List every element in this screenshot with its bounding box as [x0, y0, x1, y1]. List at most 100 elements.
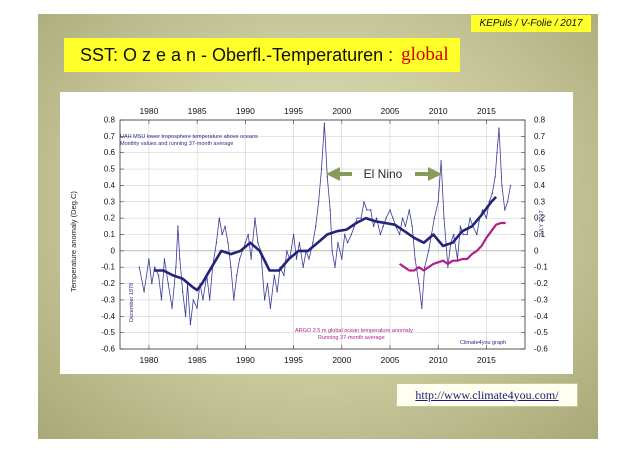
- data-point: [320, 168, 323, 170]
- data-point: [494, 176, 496, 178]
- data-point: [485, 217, 488, 219]
- x-tick-label: 2015: [477, 355, 496, 365]
- data-point: [440, 160, 442, 162]
- x-tick-label-top: 2000: [332, 106, 351, 116]
- x-tick-label-top: 1990: [236, 106, 255, 116]
- data-point: [286, 250, 288, 252]
- data-point: [254, 217, 256, 219]
- data-point: [315, 225, 317, 228]
- data-point: [257, 241, 259, 244]
- y-tick-label-right: 0.1: [534, 230, 546, 239]
- data-point: [370, 209, 372, 211]
- data-point: [408, 209, 410, 211]
- source-link[interactable]: http://www.climate4you.com/: [415, 387, 559, 402]
- data-point: [192, 299, 194, 301]
- data-point: [481, 209, 484, 211]
- data-point: [302, 266, 304, 268]
- data-point: [266, 282, 269, 285]
- data-point: [496, 152, 498, 154]
- data-point: [283, 274, 285, 277]
- data-point: [372, 225, 375, 228]
- x-tick-label-top: 2005: [381, 106, 400, 116]
- data-point: [143, 291, 145, 293]
- data-point: [375, 217, 378, 219]
- data-point: [343, 233, 346, 236]
- data-point: [326, 176, 329, 178]
- data-point: [476, 233, 478, 236]
- series-line-2: [398, 221, 506, 272]
- y-tick-label: -0.1: [101, 263, 115, 272]
- x-tick-label: 2005: [381, 355, 400, 365]
- data-point: [276, 291, 278, 293]
- data-point: [227, 241, 229, 244]
- data-point: [250, 258, 252, 260]
- y-tick-label: 0.3: [104, 197, 116, 206]
- data-point: [363, 201, 365, 203]
- data-point: [233, 299, 235, 301]
- data-point: [433, 217, 436, 219]
- y-tick-label-right: -0.5: [534, 328, 548, 337]
- x-tick-label-top: 1985: [188, 106, 207, 116]
- y-tick-label-right: 0.7: [534, 132, 546, 141]
- y-tick-label-right: 0.5: [534, 165, 546, 174]
- y-tick-label: 0.5: [104, 165, 116, 174]
- x-tick-label: 1980: [139, 355, 158, 365]
- argo-label-line-2: Running 37-month average: [318, 335, 385, 341]
- y-tick-label: -0.3: [101, 295, 115, 304]
- data-point: [506, 201, 509, 203]
- data-point: [171, 307, 173, 309]
- data-point: [202, 299, 204, 301]
- data-point: [244, 241, 247, 244]
- data-point: [230, 266, 232, 268]
- data-point: [443, 217, 445, 219]
- data-point: [177, 225, 179, 228]
- data-point: [452, 233, 455, 236]
- y-tick-label-right: -0.3: [534, 295, 548, 304]
- source-link-box[interactable]: http://www.climate4you.com/: [396, 383, 578, 407]
- temperature-chart: -0.6 -0.6 -0.5 -0.5 -0.4 -0.4 -0.3 -0.3 -0.2 -0.2…: [69, 106, 548, 365]
- x-tick-label: 1990: [236, 355, 255, 365]
- chart-credit: Climate4you graph: [460, 340, 506, 346]
- y-tick-label: -0.4: [101, 312, 115, 321]
- data-point: [469, 217, 471, 219]
- data-point: [184, 315, 187, 317]
- data-point: [317, 201, 320, 203]
- data-point: [346, 241, 349, 244]
- y-tick-label-right: -0.6: [534, 345, 548, 354]
- data-point: [163, 258, 166, 260]
- data-point: [411, 225, 413, 228]
- data-point: [466, 233, 468, 236]
- slide-title-main: SST: O z e a n - Oberfl.-Temperaturen :: [80, 44, 394, 65]
- data-point: [421, 307, 423, 309]
- data-point: [437, 201, 439, 203]
- y-axis-label: Temperature anomaly (Deg.C): [69, 191, 78, 292]
- data-point: [292, 233, 295, 236]
- axis-layer: -0.6 -0.6 -0.5 -0.5 -0.4 -0.4 -0.3 -0.3 -0.2 -0.2…: [101, 106, 548, 365]
- data-point: [392, 217, 394, 219]
- data-point: [323, 122, 326, 124]
- data-point: [308, 258, 310, 260]
- y-tick-label: 0.2: [104, 214, 116, 223]
- data-point: [389, 209, 391, 211]
- x-tick-label-top: 2010: [429, 106, 448, 116]
- y-tick-label-right: 0.3: [534, 197, 546, 206]
- series-line-1: [153, 195, 498, 292]
- data-point: [238, 258, 241, 260]
- data-point: [334, 266, 336, 268]
- data-point: [273, 274, 275, 277]
- x-tick-label-top: 1995: [284, 106, 303, 116]
- x-tick-label: 2000: [332, 355, 351, 365]
- data-point: [215, 241, 218, 244]
- data-point: [235, 274, 238, 277]
- data-point: [151, 282, 153, 285]
- data-point: [218, 217, 221, 219]
- start-date-label: December 1978: [129, 283, 135, 322]
- series-layer: [138, 122, 512, 326]
- y-tick-label-right: -0.2: [534, 279, 548, 288]
- data-point: [138, 266, 140, 268]
- y-tick-label-right: 0.4: [534, 181, 546, 190]
- x-tick-label: 2010: [429, 355, 448, 365]
- data-point: [427, 250, 430, 252]
- data-point: [337, 241, 339, 244]
- data-point: [382, 225, 384, 228]
